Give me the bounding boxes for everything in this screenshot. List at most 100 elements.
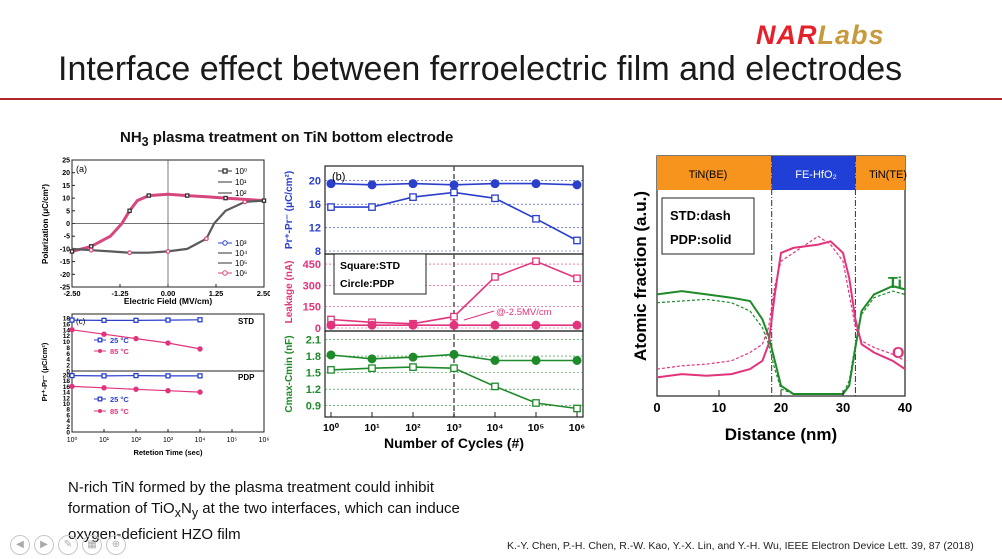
endurance-xtick-label: 10³ <box>446 422 462 434</box>
endurance-ytick-label: 1.8 <box>306 351 321 363</box>
endurance-legend-square: Square:STD <box>340 260 401 272</box>
retention-point <box>197 389 203 395</box>
hysteresis-marker <box>88 244 94 249</box>
depth-profile-chart: TiN(BE) FE-HfO₂ TiN(TE) 0 10 20 30 40 STD:da… <box>631 155 912 444</box>
retention-point <box>197 373 203 379</box>
body-2b: x <box>174 506 181 520</box>
retention-ytick-label: 14 <box>63 327 71 334</box>
endurance-ylabel-pr: Pr⁺-Pr⁻ (μC/cm²) <box>284 171 295 249</box>
endurance-point <box>409 193 417 201</box>
endurance-ylabel-cap: Cmax-Cmin (nF) <box>284 335 295 412</box>
retention-point <box>165 373 171 379</box>
zoom-icon[interactable]: ⊕ <box>106 535 126 555</box>
endurance-xtick-label: 10⁴ <box>487 422 504 434</box>
endurance-xtick-label: 10¹ <box>364 422 380 434</box>
subhead-pre: NH <box>120 129 142 146</box>
hysteresis-chart: -2.50 -1.25 0.00 1.25 2.50 -25 -20 -15 -10 -5 0 5 10… <box>41 158 270 307</box>
retention-ytick-label: 4 <box>66 357 70 364</box>
slide-title: Interface effect between ferroelectric f… <box>58 50 903 88</box>
endurance-point <box>326 350 336 360</box>
retention-legend-marker <box>98 409 102 413</box>
endurance-ytick-label: 0.9 <box>306 401 321 413</box>
endurance-legend-circle: Circle:PDP <box>340 278 394 290</box>
hysteresis-legend-label: 10⁴ <box>235 249 248 258</box>
depth-xlabel: Distance (nm) <box>725 425 837 444</box>
hysteresis-legend-marker <box>222 270 228 276</box>
endurance-point <box>450 312 458 321</box>
view-slides-icon[interactable]: ▦ <box>82 535 102 555</box>
endurance-point <box>408 320 418 330</box>
retention-point <box>101 331 107 337</box>
endurance-point <box>572 180 582 190</box>
endurance-point <box>573 236 581 245</box>
pen-tool-icon[interactable]: ✎ <box>58 535 78 555</box>
depth-legend-box <box>661 197 755 255</box>
hysteresis-marker <box>127 250 132 256</box>
retention-point <box>69 383 75 390</box>
endurance-point <box>367 354 377 364</box>
retention-xtick-label: 10² <box>131 437 142 444</box>
retention-ytick-label: 14 <box>63 390 71 397</box>
hysteresis-ytick-label: 10 <box>62 196 70 203</box>
hysteresis-legend-label: 10¹ <box>235 178 247 187</box>
retention-legend-85-std: 85 °C <box>110 347 129 356</box>
hysteresis-marker <box>88 247 94 253</box>
retention-point <box>101 373 107 379</box>
logo-labs: Labs <box>817 20 885 50</box>
hysteresis-ylabel: Polarization (μC/cm²) <box>41 184 50 264</box>
retention-point <box>197 346 203 352</box>
hysteresis-ytick-label: -5 <box>64 234 70 241</box>
retention-legend-25-std: 25 °C <box>110 336 129 345</box>
retention-ytick-label: 12 <box>63 333 71 340</box>
depth-xtick-label: 30 <box>836 400 850 415</box>
endurance-point <box>449 320 459 330</box>
region-bar-tin-be <box>657 156 772 190</box>
depth-series-ti-solid <box>656 285 906 395</box>
hysteresis-marker <box>127 208 132 214</box>
depth-xtick-label: 0 <box>653 400 660 415</box>
endurance-ytick-label: 16 <box>309 199 321 211</box>
endurance-point <box>572 320 582 330</box>
endurance-ytick-label: 8 <box>315 246 321 258</box>
endurance-point <box>449 349 459 359</box>
retention-xlabel: Retetion Time (sec) <box>133 448 203 457</box>
retention-ytick-label: 0 <box>66 369 70 376</box>
retention-ylabel: Pr⁺-Pr⁻ (μC/cm²) <box>40 342 49 401</box>
figure-heading: NH3 plasma treatment on TiN bottom elect… <box>120 129 453 149</box>
retention-ytick-label: 2 <box>66 363 70 370</box>
endurance-point <box>450 364 458 373</box>
retention-xtick-label: 10⁵ <box>227 437 238 444</box>
subhead-sub: 3 <box>141 135 149 149</box>
depth-ylabel: Atomic fraction (a.u.) <box>631 191 650 361</box>
endurance-point <box>327 203 335 211</box>
endurance-point <box>532 399 540 407</box>
retention-point <box>133 317 139 324</box>
hysteresis-ytick-label: 15 <box>62 183 70 190</box>
endurance-point <box>490 355 500 365</box>
endurance-ytick-label: 12 <box>309 223 321 235</box>
retention-xtick-label: 10⁶ <box>259 437 270 444</box>
retention-point <box>69 372 75 379</box>
hysteresis-legend-marker <box>222 240 228 246</box>
retention-point <box>133 386 139 392</box>
region-label-fe-hfo2: FE-HfO₂ <box>795 169 837 181</box>
endurance-ylabel-leak: Leakage (nA) <box>284 261 295 324</box>
hysteresis-marker <box>165 249 171 254</box>
retention-legend-marker <box>97 337 103 343</box>
endurance-point <box>572 355 582 365</box>
retention-point <box>133 335 139 342</box>
endurance-annotation: @-2.5MV/cm <box>496 307 552 318</box>
hysteresis-xlabel: Electric Field (MV/cm) <box>124 296 212 306</box>
retention-label-pdp: PDP <box>238 373 255 382</box>
hysteresis-legend-marker <box>222 168 228 174</box>
retention-panel-label: (c) <box>76 317 86 326</box>
region-bar-tin-te <box>855 156 905 190</box>
endurance-xlabel: Number of Cycles (#) <box>384 435 524 451</box>
retention-legend-marker <box>98 349 102 353</box>
prev-slide-icon[interactable]: ◀ <box>10 535 30 555</box>
endurance-point <box>449 180 459 190</box>
endurance-point <box>326 320 336 330</box>
endurance-ytick-label: 450 <box>303 259 321 271</box>
body-line-1: N-rich TiN formed by the plasma treatmen… <box>68 479 434 496</box>
next-slide-icon[interactable]: ▶ <box>34 535 54 555</box>
